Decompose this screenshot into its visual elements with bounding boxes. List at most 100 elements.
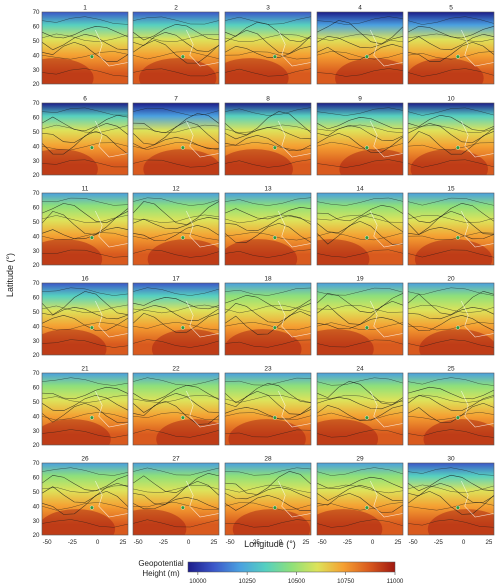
station-marker [455, 415, 460, 420]
x-tick-label: 25 [302, 539, 309, 546]
station-marker [455, 325, 460, 330]
panel-5: 5 [407, 5, 495, 85]
y-axis-label: Latitude (°) [5, 253, 15, 297]
y-tick-label: 70 [33, 460, 40, 467]
y-tick-label: 70 [33, 190, 40, 197]
y-tick-label: 60 [33, 475, 40, 482]
panel-title-11: 11 [82, 186, 89, 193]
y-tick-label: 60 [33, 24, 40, 31]
station-marker [180, 505, 185, 510]
colorbar: Geopotential Height (m) 10000 10250 10500 1… [138, 559, 404, 585]
panel-7: 7 [132, 96, 220, 176]
colorbar-tick-label: 10500 [288, 578, 306, 585]
panel-title-4: 4 [358, 5, 362, 12]
y-tick-label: 30 [33, 338, 40, 345]
panel-22: 22 [132, 366, 220, 446]
y-tick-label: 20 [33, 172, 40, 179]
panel-26: 26 20 30 40 50 60 70 -50 -25 0 25 [33, 456, 129, 546]
field-13 [225, 193, 311, 265]
station-marker [272, 415, 277, 420]
station-marker [180, 415, 185, 420]
y-tick-label: 30 [33, 518, 40, 525]
field-25 [408, 373, 494, 445]
panel-title-3: 3 [266, 5, 270, 12]
y-tick-label: 40 [33, 233, 40, 240]
field-24 [317, 373, 403, 445]
field-4 [317, 12, 403, 84]
panel-title-6: 6 [83, 96, 87, 103]
colorbar-tick-label: 10000 [189, 578, 207, 585]
y-tick-label: 50 [33, 38, 40, 45]
station-marker [272, 145, 277, 150]
station-marker [272, 505, 277, 510]
station-marker [455, 145, 460, 150]
y-tick-label: 40 [33, 143, 40, 150]
panel-title-12: 12 [172, 186, 180, 193]
y-tick-label: 70 [33, 280, 40, 287]
y-tick-label: 60 [33, 115, 40, 122]
colorbar-tick-label: 10750 [337, 578, 355, 585]
station-marker [180, 235, 185, 240]
panel-title-1: 1 [83, 5, 87, 12]
panel-title-14: 14 [356, 186, 364, 193]
colorbar-title-line2: Height (m) [142, 569, 180, 578]
x-tick-label: -25 [251, 539, 261, 546]
panel-21: 21 20 30 40 50 60 70 [33, 366, 129, 449]
station-marker [455, 235, 460, 240]
y-tick-label: 20 [33, 81, 40, 88]
panel-19: 19 [316, 276, 404, 356]
field-28 [225, 463, 311, 535]
station-marker [364, 325, 369, 330]
panel-13: 13 [224, 186, 312, 266]
panel-title-28: 28 [264, 456, 272, 463]
colorbar-tick-label: 10250 [239, 578, 257, 585]
y-tick-label: 30 [33, 158, 40, 165]
field-21 [42, 373, 128, 445]
field-26 [42, 463, 128, 535]
panel-title-27: 27 [172, 456, 180, 463]
station-marker [272, 54, 277, 59]
y-tick-label: 20 [33, 262, 40, 269]
station-marker [364, 54, 369, 59]
x-tick-label: -25 [343, 539, 353, 546]
panel-title-13: 13 [264, 186, 272, 193]
field-14 [317, 193, 403, 265]
y-tick-label: 60 [33, 205, 40, 212]
y-tick-label: 70 [33, 9, 40, 16]
station-marker [89, 505, 94, 510]
y-tick-label: 20 [33, 442, 40, 449]
panel-11: 11 20 30 40 50 60 70 [33, 186, 129, 269]
field-17 [133, 283, 219, 355]
x-tick-label: 0 [279, 539, 283, 546]
panel-12: 12 [132, 186, 220, 266]
station-marker [364, 415, 369, 420]
panel-title-29: 29 [356, 456, 364, 463]
panel-23: 23 [224, 366, 312, 446]
station-marker [364, 505, 369, 510]
field-3 [225, 12, 311, 84]
station-marker [89, 145, 94, 150]
station-marker [89, 54, 94, 59]
x-tick-label: -50 [226, 539, 236, 546]
panel-title-20: 20 [447, 276, 455, 283]
field-22 [133, 373, 219, 445]
panel-title-15: 15 [447, 186, 455, 193]
panel-title-22: 22 [172, 366, 180, 373]
field-18 [225, 283, 311, 355]
panel-3: 3 [224, 5, 312, 85]
x-axis-label: Longitude (°) [244, 539, 296, 549]
panel-6: 6 20 30 40 50 60 70 [33, 96, 129, 179]
panel-16: 16 20 30 40 50 60 70 [33, 276, 129, 359]
y-tick-label: 50 [33, 489, 40, 496]
station-marker [89, 415, 94, 420]
station-marker [455, 505, 460, 510]
panel-title-17: 17 [172, 276, 180, 283]
panel-title-19: 19 [356, 276, 364, 283]
station-marker [455, 54, 460, 59]
field-11 [42, 193, 128, 265]
panel-title-21: 21 [81, 366, 89, 373]
y-tick-label: 50 [33, 309, 40, 316]
x-tick-label: -25 [68, 539, 78, 546]
station-marker [272, 325, 277, 330]
